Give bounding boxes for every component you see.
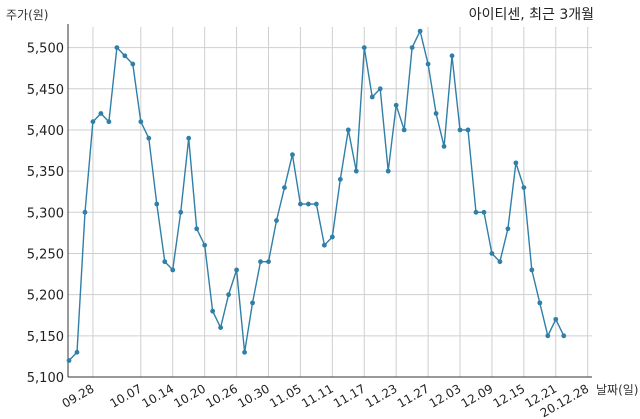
data-point — [337, 176, 343, 182]
data-point — [258, 259, 263, 265]
data-point — [162, 259, 168, 265]
axes-layer — [67, 24, 592, 378]
data-point — [449, 53, 455, 59]
grid-layer — [68, 27, 592, 378]
data-point — [138, 119, 144, 125]
y-tick-label: 5,150 — [27, 330, 64, 345]
data-point — [274, 218, 279, 223]
y-tick-label: 5,500 — [27, 42, 64, 57]
data-point — [329, 234, 335, 240]
y-tick-label: 5,400 — [27, 124, 64, 139]
y-axis-label: 주가(원) — [6, 8, 48, 22]
data-point — [90, 119, 96, 125]
y-tick-label: 5,350 — [27, 165, 64, 180]
data-point — [313, 201, 319, 207]
x-tick-label: 12.15 — [491, 381, 528, 410]
data-point — [234, 267, 239, 273]
chart-title: 아이티센, 최근 3개월 — [469, 7, 594, 23]
xtick-layer: 09.28 10.0710.1410.2010.2610.3011.0511.11… — [60, 381, 592, 419]
data-point — [82, 209, 88, 215]
data-point — [210, 308, 216, 314]
x-tick-label: 10.26 — [203, 381, 240, 410]
data-point — [361, 45, 367, 50]
data-point — [513, 160, 519, 166]
data-point — [481, 209, 487, 215]
data-point — [66, 358, 72, 363]
x-tick-label: 11.05 — [267, 381, 304, 410]
data-point — [146, 135, 152, 141]
price-line — [68, 29, 565, 361]
data-point — [465, 127, 471, 133]
x-tick-label: 12.09 — [459, 381, 496, 410]
x-tick-label: 10.20 — [171, 381, 208, 410]
data-point — [226, 292, 232, 298]
x-tick-label: 10.07 — [108, 381, 145, 410]
data-point — [170, 267, 176, 273]
data-point — [106, 119, 112, 125]
x-tick-label: 10.14 — [139, 381, 176, 410]
y-tick-label: 5,450 — [27, 83, 64, 98]
data-point — [401, 127, 407, 133]
data-point — [529, 267, 535, 273]
data-point — [194, 226, 200, 232]
data-point — [393, 102, 399, 108]
data-point — [409, 45, 415, 50]
data-point — [425, 61, 431, 67]
data-point — [553, 316, 559, 322]
data-point — [154, 201, 160, 207]
data-point — [545, 333, 551, 339]
y-tick-label: 5,300 — [27, 206, 64, 221]
data-point — [489, 251, 495, 256]
x-tick-label: 12.03 — [427, 381, 464, 410]
data-point — [242, 349, 247, 355]
x-tick-label: 11.23 — [363, 381, 400, 410]
data-point — [178, 209, 184, 215]
data-point — [122, 53, 128, 59]
data-point — [369, 94, 375, 100]
series-layer — [66, 28, 567, 363]
data-point — [114, 45, 120, 50]
x-tick-label: 10.30 — [235, 381, 272, 410]
data-point — [266, 259, 271, 265]
data-point — [130, 61, 136, 67]
data-point — [441, 144, 447, 149]
x-tick-label: 11.17 — [331, 381, 368, 410]
data-point — [186, 135, 192, 141]
ytick-layer: 5,100 5,150 5,200 5,250 5,300 5,350 5,400 5,450… — [27, 42, 64, 386]
data-point — [377, 86, 383, 92]
y-tick-label: 5,250 — [27, 247, 64, 262]
data-point — [457, 127, 463, 133]
data-point — [521, 185, 527, 190]
x-axis-label: 날짜(일) — [596, 383, 638, 397]
data-point — [218, 325, 224, 330]
data-point — [321, 242, 327, 248]
data-point — [306, 201, 311, 207]
x-tick-label: 11.11 — [299, 381, 336, 410]
data-point — [74, 349, 80, 355]
data-point — [561, 333, 567, 339]
x-tick-label: 11.27 — [395, 381, 432, 410]
data-point — [282, 185, 287, 190]
data-point — [497, 259, 503, 265]
data-point — [417, 28, 423, 34]
y-tick-label: 5,200 — [27, 289, 64, 304]
data-point — [202, 242, 208, 248]
data-point — [537, 300, 543, 306]
data-point — [385, 168, 391, 174]
data-point — [433, 111, 439, 116]
data-point — [353, 168, 359, 174]
data-point — [250, 300, 255, 306]
data-point — [98, 111, 104, 116]
x-tick-label: 09.28 — [60, 381, 97, 410]
y-tick-label: 5,100 — [27, 371, 64, 386]
data-point — [298, 201, 303, 207]
data-point — [345, 127, 351, 133]
data-point — [505, 226, 511, 232]
data-point — [473, 209, 479, 215]
data-point — [290, 152, 295, 158]
